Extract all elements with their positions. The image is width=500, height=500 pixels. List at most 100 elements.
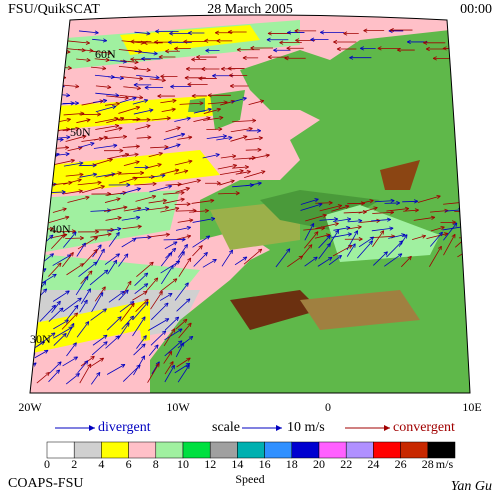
wind-arrow-head (168, 351, 173, 356)
wind-arrow-head (201, 66, 206, 72)
wind-arrow-head (90, 355, 95, 361)
wind-arrow (175, 226, 191, 231)
wind-arrow (135, 125, 151, 130)
wind-arrow-head (65, 290, 70, 295)
wind-arrow-head (389, 226, 394, 231)
wind-arrow-head (222, 134, 227, 139)
wind-arrow (305, 214, 327, 222)
wind-arrow-head (328, 256, 333, 261)
wind-arrow (120, 302, 135, 322)
wind-arrow (30, 207, 37, 213)
wind-arrow-head (334, 222, 339, 227)
wind-arrow-head (77, 297, 82, 302)
wind-arrow-head (198, 245, 203, 250)
wind-arrow-head (155, 29, 160, 34)
wind-arrow-head (294, 28, 299, 33)
colorbar-tick-label: 4 (98, 457, 104, 471)
wind-arrow (160, 100, 177, 104)
colorbar-swatch (291, 441, 320, 459)
wind-arrow (67, 147, 83, 152)
wind-arrow-head (137, 206, 142, 211)
wind-arrow-head (188, 335, 194, 341)
wind-arrow (319, 205, 342, 212)
wind-arrow (92, 38, 107, 42)
wind-arrow-head (176, 126, 181, 131)
wind-arrow (77, 236, 98, 250)
wind-arrow (63, 84, 80, 88)
wind-arrow-head (77, 178, 82, 183)
wind-arrow (80, 288, 91, 305)
wind-arrow-head (134, 152, 139, 157)
wind-arrow-head (74, 304, 79, 310)
wind-arrow-head (153, 51, 158, 56)
wind-arrow-head (75, 126, 80, 131)
wind-arrow (370, 235, 395, 239)
wind-arrow (81, 185, 105, 194)
wind-arrow (146, 206, 169, 211)
wind-arrow-head (151, 194, 157, 199)
wind-arrow-head (69, 252, 74, 257)
wind-arrow-head (205, 235, 211, 240)
wind-arrow-head (67, 65, 72, 70)
wind-arrow (175, 318, 188, 330)
wind-arrow (66, 40, 90, 44)
colorbar-swatch (318, 441, 347, 459)
wind-arrow-head (146, 124, 151, 129)
wind-arrow-head (442, 46, 447, 51)
wind-arrow (30, 94, 35, 97)
wind-arrow (371, 227, 394, 232)
wind-arrow-head (118, 126, 123, 131)
wind-arrow (92, 50, 112, 54)
wind-arrow-head (113, 259, 118, 265)
wind-arrow-head (162, 198, 167, 203)
wind-arrow-head (131, 237, 137, 242)
wind-arrow-head (85, 40, 90, 45)
wind-arrow (81, 249, 98, 267)
wind-arrow-head (42, 280, 47, 286)
wind-arrow (175, 210, 197, 212)
wind-arrow-head (401, 233, 406, 238)
wind-arrow-head (73, 312, 79, 317)
wind-arrow (132, 68, 151, 71)
wind-arrow (192, 218, 215, 223)
wind-arrow-head (436, 194, 441, 200)
legend-divergent: divergent (98, 420, 151, 435)
wind-arrow (91, 341, 108, 356)
wind-arrow (332, 218, 351, 222)
colorbar-tick-label: 8 (153, 457, 159, 471)
wind-arrow-head (252, 118, 257, 123)
wind-arrow (300, 198, 319, 205)
wind-arrow (150, 330, 167, 346)
wind-arrow-head (122, 134, 127, 139)
wind-arrow (314, 234, 330, 239)
wind-arrow (65, 373, 80, 385)
wind-arrow-head (320, 30, 325, 35)
wind-arrow (30, 112, 37, 115)
wind-arrow (106, 95, 129, 99)
wind-arrow-head (62, 207, 67, 212)
wind-arrow (193, 117, 211, 123)
wind-arrow (30, 175, 45, 177)
wind-arrow-head (41, 66, 46, 72)
wind-arrow-head (390, 210, 395, 215)
wind-arrow (39, 143, 55, 148)
wind-arrow-head (351, 243, 356, 248)
wind-arrow (176, 298, 191, 312)
wind-arrow (174, 170, 189, 175)
wind-arrow (104, 198, 121, 203)
wind-arrow-head (414, 208, 419, 213)
wind-arrow-head (187, 82, 192, 87)
wind-arrow-head (43, 349, 49, 354)
wind-arrow-head (90, 142, 95, 147)
wind-arrow-head (258, 136, 263, 141)
wind-arrow-head (30, 93, 35, 99)
wind-arrow (51, 300, 61, 313)
wind-arrow (159, 278, 178, 293)
wind-arrow (315, 222, 339, 229)
wind-arrow-head (369, 199, 374, 204)
wind-arrow-head (120, 290, 125, 296)
wind-arrow-head (34, 200, 39, 205)
wind-arrow-head (328, 200, 333, 205)
wind-arrow (121, 76, 143, 80)
wind-arrow-head (310, 222, 315, 228)
